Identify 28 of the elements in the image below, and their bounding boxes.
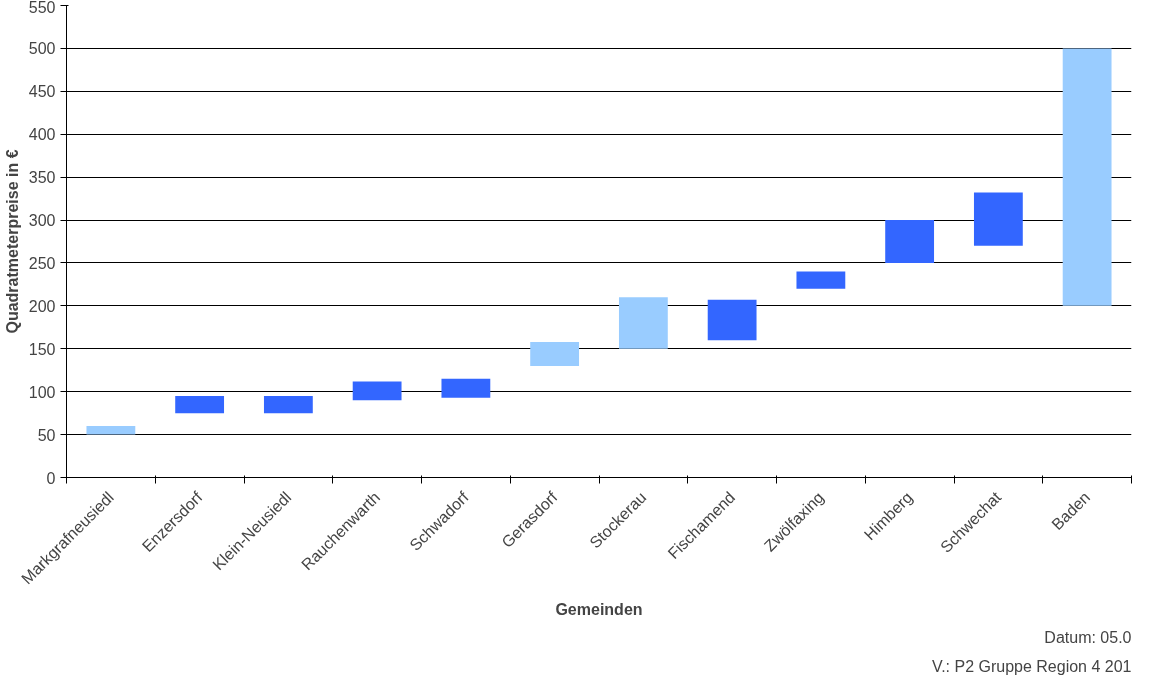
bar <box>263 395 313 414</box>
bar <box>1062 48 1112 306</box>
y-tick-label: 300 <box>28 212 56 230</box>
bar <box>973 192 1023 246</box>
text: Datum: 05.0 <box>1044 628 1132 646</box>
bar <box>796 271 846 289</box>
y-tick-label: 150 <box>28 340 56 358</box>
y-tick-label: 500 <box>28 40 56 58</box>
bar <box>618 297 668 349</box>
bar <box>175 395 225 414</box>
y-tick-label: 50 <box>37 426 56 444</box>
bar <box>86 426 136 435</box>
text: V.: P2 Gruppe Region 4 201 <box>931 657 1132 675</box>
x-axis-title: Gemeinden <box>555 601 643 619</box>
y-axis-title: Quadratmeterpreise in € <box>3 149 21 334</box>
bar <box>885 220 935 263</box>
y-tick-label: 250 <box>28 254 56 272</box>
y-tick-label: 100 <box>28 383 56 401</box>
bar <box>707 299 757 341</box>
y-tick-label: 550 <box>28 0 56 16</box>
y-tick-label: 200 <box>28 297 56 315</box>
bar <box>441 378 491 398</box>
bar <box>530 341 580 366</box>
bar <box>352 381 402 401</box>
y-tick-label: 350 <box>28 169 56 187</box>
y-tick-label: 400 <box>28 126 56 144</box>
y-tick-label: 0 <box>46 469 56 487</box>
y-tick-label: 450 <box>28 83 56 101</box>
